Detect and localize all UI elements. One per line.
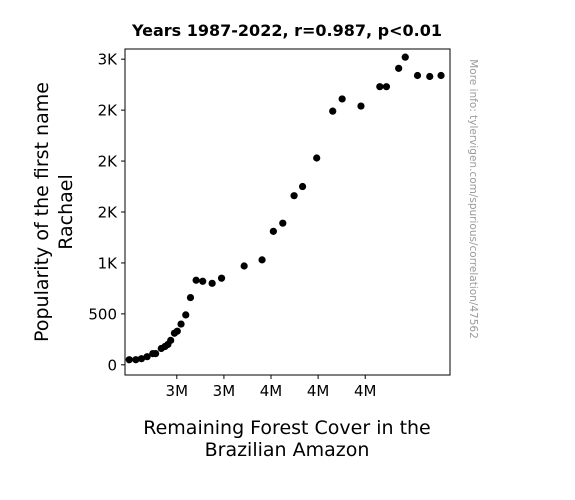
data-point — [125, 356, 133, 364]
x-tick-label: 4M — [260, 382, 283, 400]
y-tick-label: 2K — [98, 153, 119, 171]
data-point — [269, 227, 277, 235]
data-point — [143, 353, 151, 361]
data-point — [437, 71, 445, 80]
data-point — [208, 279, 216, 287]
x-tick-label: 3M — [166, 382, 189, 400]
x-axis-label-line-1: Remaining Forest Cover in the — [143, 417, 431, 439]
data-point — [192, 276, 200, 284]
x-tick-label: 4M — [307, 382, 330, 400]
data-point — [298, 182, 307, 191]
y-axis-label-line-2: Rachael — [55, 174, 77, 250]
data-point — [401, 53, 409, 61]
data-point — [279, 219, 287, 227]
data-point — [395, 64, 403, 72]
plot-area: 0 500 1K 2K 2K 2K 3K 3M 3M 4M 4M 4M — [88, 48, 451, 400]
x-axis-label-line-2: Brazilian Amazon — [205, 439, 370, 461]
data-point — [413, 71, 422, 80]
y-tick-label: 2K — [98, 102, 119, 120]
plot-frame — [124, 48, 451, 376]
data-point — [199, 277, 207, 285]
data-point — [149, 350, 157, 358]
y-tick-label: 2K — [98, 204, 119, 222]
watermark: More info: tylervigen.com/spurious/corre… — [467, 59, 479, 339]
data-point — [376, 83, 384, 91]
data-point — [357, 102, 365, 110]
data-point — [382, 83, 391, 91]
data-point — [290, 192, 298, 200]
y-tick-label: 0 — [107, 356, 117, 374]
y-tick-label: 3K — [98, 51, 119, 69]
y-axis-label-line-1: Popularity of the first name — [31, 82, 53, 342]
data-point — [132, 356, 140, 364]
x-tick-label: 4M — [354, 382, 377, 400]
data-point — [157, 344, 165, 353]
data-point — [137, 355, 146, 363]
data-point — [217, 274, 226, 282]
data-point — [258, 256, 266, 264]
x-tick-label: 3M — [213, 382, 236, 400]
data-point — [177, 320, 185, 328]
x-axis: 3M 3M 4M 4M 4M — [166, 375, 377, 400]
data-point — [170, 329, 179, 337]
y-tick-label: 500 — [88, 305, 117, 323]
data-point — [186, 293, 195, 302]
data-point — [313, 154, 321, 162]
y-axis: 0 500 1K 2K 2K 2K 3K — [88, 51, 125, 374]
data-point — [426, 72, 434, 81]
data-point — [240, 262, 248, 270]
data-points — [125, 53, 445, 364]
data-point — [329, 107, 337, 115]
chart-title: Years 1987-2022, r=0.987, p<0.01 — [131, 21, 442, 40]
data-point — [182, 311, 190, 319]
y-tick-label: 1K — [98, 254, 119, 272]
data-point — [338, 95, 346, 103]
